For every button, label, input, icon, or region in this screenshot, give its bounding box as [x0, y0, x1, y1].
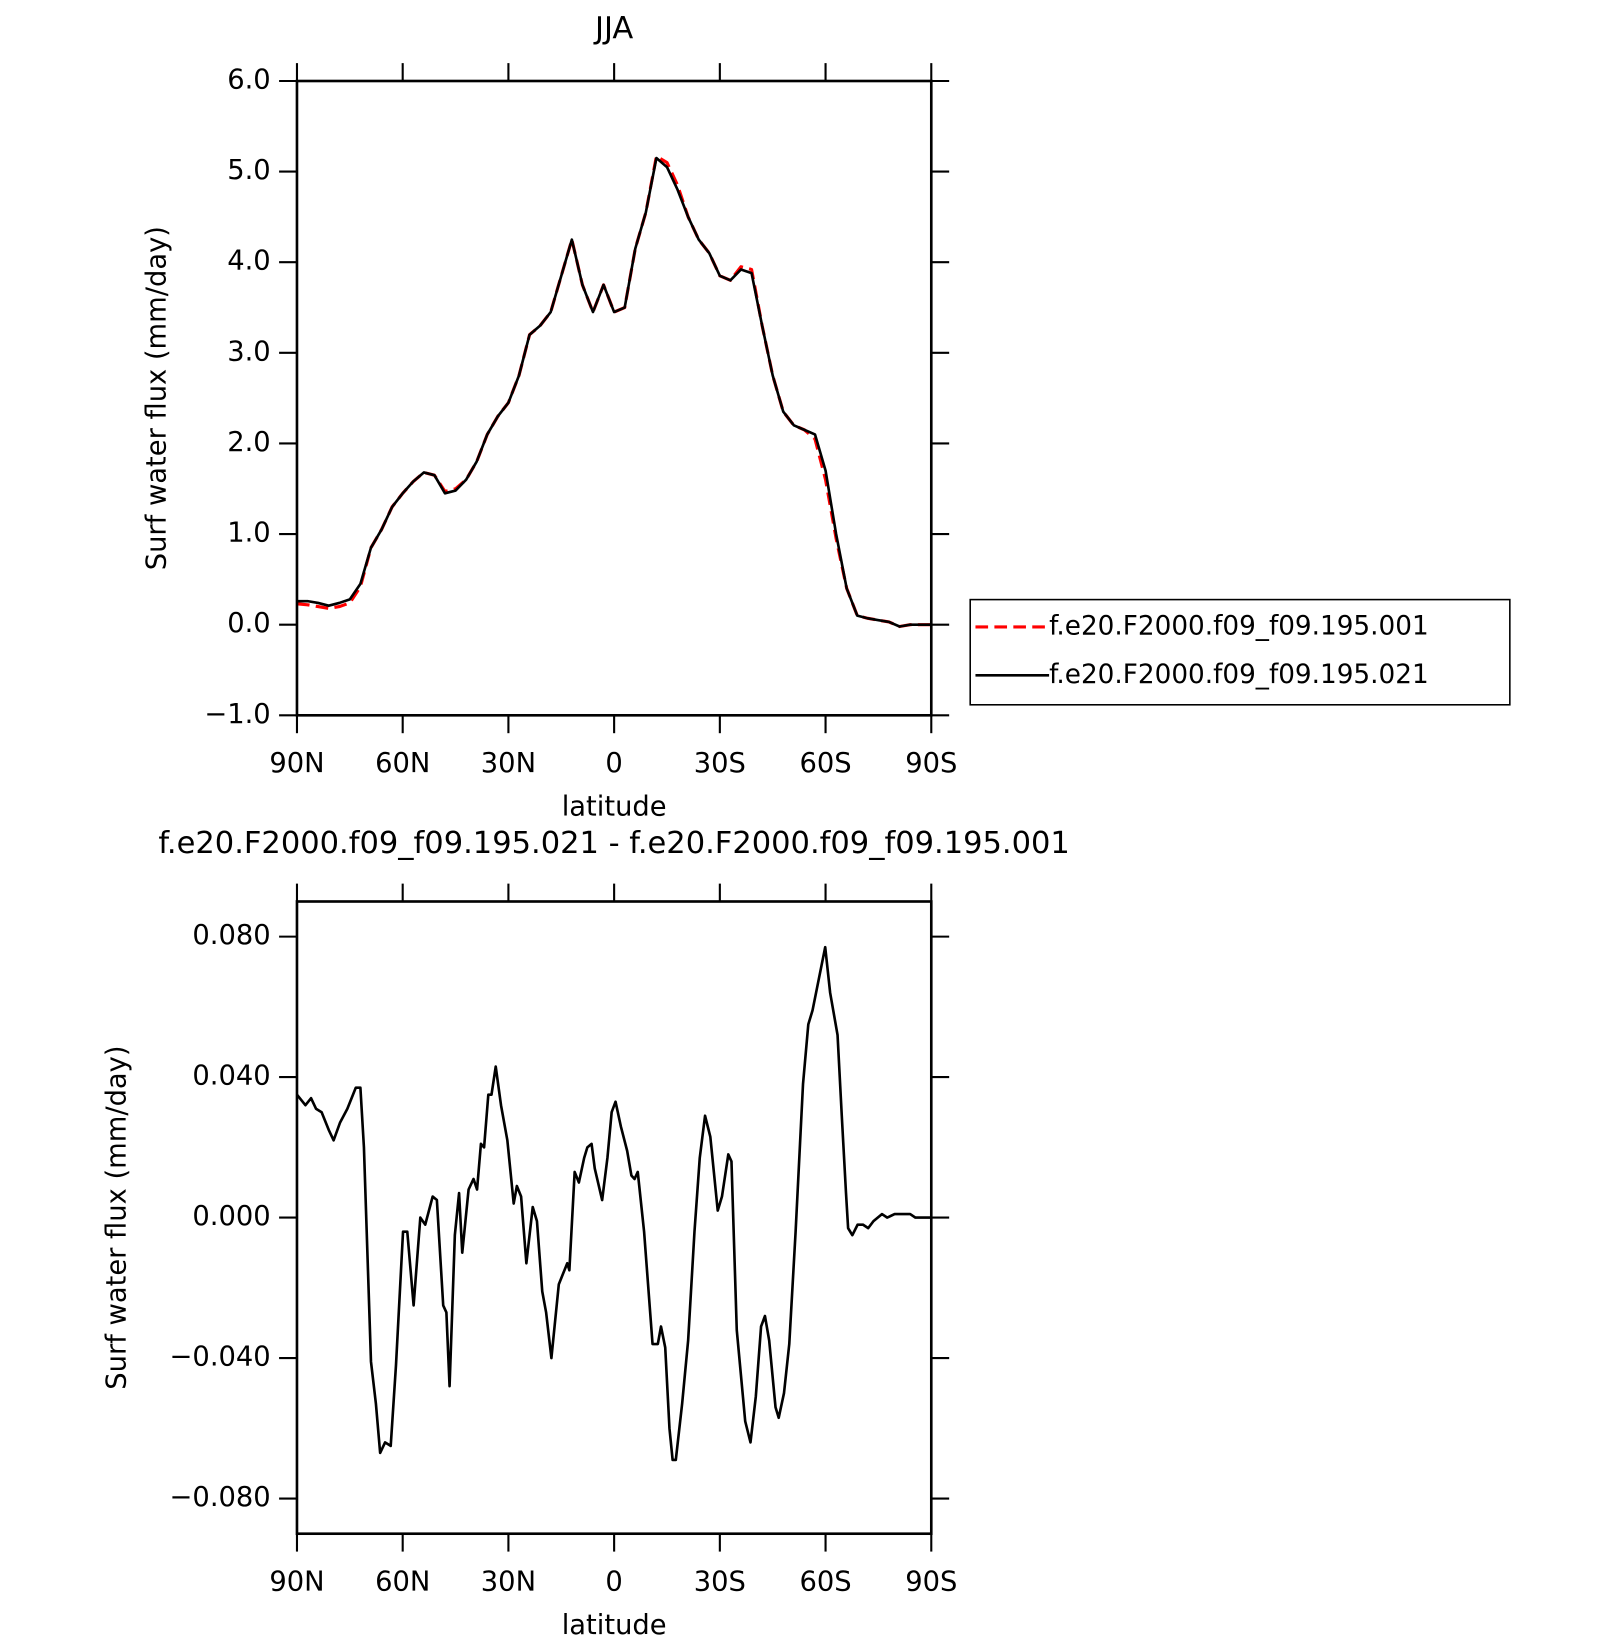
y-tick-label: 5.0	[227, 155, 270, 186]
x-tick-label: 30S	[694, 748, 746, 779]
legend-label: f.e20.F2000.f09_f09.195.001	[1049, 611, 1429, 641]
x-tick-label: 60N	[375, 748, 430, 779]
y-tick-label: 6.0	[227, 64, 270, 95]
x-tick-label: 0	[605, 748, 622, 779]
y-tick-label: −0.080	[170, 1482, 271, 1513]
x-tick-label: 30N	[481, 1567, 536, 1598]
y-tick-label: −1.0	[204, 699, 270, 730]
x-tick-label: 30N	[481, 748, 536, 779]
x-tick-label: 90S	[905, 1567, 957, 1598]
y-tick-label: 0.080	[192, 920, 270, 951]
x-tick-label: 60S	[800, 1567, 852, 1598]
x-tick-label: 60N	[375, 1567, 430, 1598]
x-axis-label: latitude	[562, 1610, 667, 1641]
legend-box	[969, 598, 1511, 706]
y-tick-label: 0.040	[192, 1061, 270, 1092]
y-tick-label: 4.0	[227, 246, 270, 277]
y-tick-label: −0.040	[170, 1342, 271, 1373]
x-tick-label: 0	[605, 1567, 622, 1598]
chart-title: f.e20.F2000.f09_f09.195.021 - f.e20.F200…	[158, 826, 1069, 861]
y-axis-label: Surf water flux (mm/day)	[142, 226, 173, 570]
y-tick-label: 1.0	[227, 518, 270, 549]
x-tick-label: 90N	[269, 748, 324, 779]
data-line	[296, 154, 932, 629]
y-tick-label: 0.000	[192, 1201, 270, 1232]
x-tick-label: 90S	[905, 748, 957, 779]
x-tick-label: 30S	[694, 1567, 746, 1598]
legend-label: f.e20.F2000.f09_f09.195.021	[1049, 660, 1429, 690]
data-line	[295, 945, 932, 1462]
y-tick-label: 0.0	[227, 608, 270, 639]
data-line	[296, 156, 932, 628]
plot-frame	[295, 79, 933, 717]
x-axis-label: latitude	[562, 791, 667, 822]
x-tick-label: 90N	[269, 1567, 324, 1598]
y-tick-label: 3.0	[227, 336, 270, 367]
plot-frame	[295, 900, 933, 1536]
chart-title: JJA	[593, 11, 633, 46]
y-tick-label: 2.0	[227, 427, 270, 458]
y-axis-label: Surf water flux (mm/day)	[102, 1045, 133, 1389]
x-tick-label: 60S	[800, 748, 852, 779]
